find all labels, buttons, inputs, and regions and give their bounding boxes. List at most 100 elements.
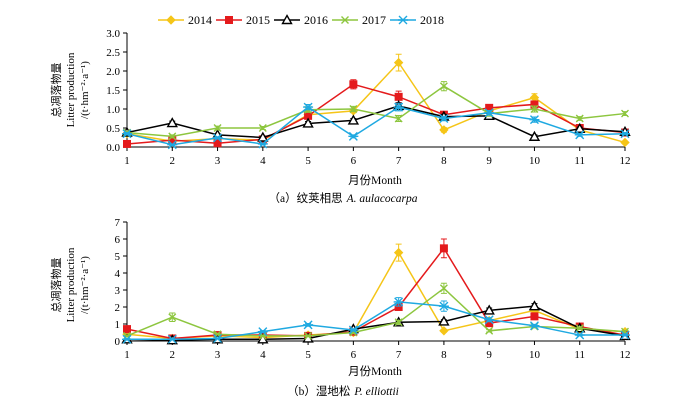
panel-b-point-2018 [122,334,132,344]
panel-b-caption-species: P. elliottii [353,386,399,398]
panel-b-point-2018 [438,301,449,311]
panel-b-point-2015 [123,325,131,334]
panel-a-point-2014 [620,137,630,148]
panel-a-xlabel: 月份Month [348,174,402,187]
panel-b-pine-chart: 总凋落物量 Litter production /(t·hm⁻²·a⁻¹) 月份… [49,217,631,398]
panel-b-point-2017 [394,318,403,327]
legend-label-2017: 2017 [362,13,386,27]
panel-a-point-2018 [438,114,449,123]
panel-b-ylabel-cn: 总凋落物量 [49,258,63,313]
panel-a-point-2018 [303,102,314,112]
panel-a-point-2017 [168,132,177,141]
panel-a-caption: （a）纹荚相思 A. aulacocarpa [268,191,417,205]
panel-b-line-2018 [127,301,625,341]
panel-b-xtick-label: 1 [124,349,130,361]
panel-b-ytick-label: 1 [115,319,121,331]
panel-b-ytick-label: 7 [115,217,121,229]
panel-a-xtick-label: 2 [170,155,176,167]
legend-item-2018: 2018 [390,13,444,27]
panel-a-point-2018 [574,130,585,140]
panel-a-caption-species: A. aulacocarpa [346,193,418,205]
panel-b-point-2017 [485,326,494,335]
panel-b-ytick-label: 3 [115,285,121,297]
panel-a-point-2017 [213,124,222,132]
legend-item-2014: 2014 [158,13,212,27]
panel-b-xtick-label: 7 [396,349,402,361]
panel-a-series-2014 [122,53,630,148]
panel-b-xtick-label: 3 [215,349,221,361]
panel-a-caption-prefix: （a）纹荚相思 [268,191,342,205]
panel-b-xtick-label: 4 [260,349,266,361]
legend-item-2017: 2017 [332,13,386,27]
panel-b-xtick-label: 6 [351,349,357,361]
panel-b-point-2018 [257,327,268,337]
panel-a-ytick-label: 1.5 [106,85,120,97]
panel-b-point-2017 [168,313,177,322]
panel-b-ytick-label: 2 [115,302,121,314]
panel-a-xtick-label: 7 [396,155,402,167]
panel-a-series-2017 [123,81,629,141]
panel-a-series-2018 [122,102,630,150]
panel-b-point-2018 [393,297,404,307]
chart-legend: 2014 2015 2016 2017 2018 [158,13,444,27]
panel-a-point-2015 [123,139,131,148]
legend-marker-2015 [225,16,233,24]
panel-a-point-2017 [575,114,584,123]
panel-b-point-2018 [212,333,223,343]
panel-b-ytick-label: 4 [115,268,121,280]
panel-b-point-2018 [574,330,585,340]
panel-a-acacia-chart: 总凋落物量 Litter production /(t·hm⁻²·a⁻¹) 月份… [49,28,631,205]
panel-b-point-2017 [439,284,448,293]
panel-a-point-2016 [166,117,178,128]
panel-a-point-2018 [348,131,359,141]
panel-b-point-2014 [439,326,449,336]
panel-a-point-2018 [393,102,404,112]
legend-label-2014: 2014 [188,13,212,27]
panel-b-point-2018 [620,330,630,340]
panel-a-xtick-label: 3 [215,155,221,167]
panel-b-xtick-label: 5 [305,349,311,361]
panel-a-point-2014 [439,125,449,135]
panel-b-point-2018 [529,321,540,331]
panel-a-ylabel-cn: 总凋落物量 [49,63,63,118]
panel-b-point-2016 [483,304,495,315]
panel-b-ytick-label: 0 [115,336,121,348]
panel-b-point-2018 [303,320,314,330]
panel-b-point-2015 [439,244,448,253]
panel-a-ytick-label: 0.5 [106,123,120,135]
panel-b-ytick-label: 6 [115,234,121,246]
panel-a-xtick-label: 1 [124,155,130,167]
panel-a-ylabel-unit: /(t·hm⁻²·a⁻¹) [79,61,91,119]
panel-b-point-2018 [484,315,495,325]
panel-b-point-2015 [530,312,539,321]
panel-b-ytick-label: 5 [115,251,121,263]
panel-a-ytick-label: 2.5 [106,47,120,59]
panel-b-point-2017 [123,331,131,340]
panel-a-point-2018 [122,129,132,139]
panel-a-point-2017 [349,105,358,113]
panel-b-point-2017 [575,324,584,333]
panel-a-point-2016 [257,131,269,142]
panel-a-xtick-label: 12 [620,155,631,167]
panel-b-caption-prefix: （b）湿地松 [287,384,350,398]
panel-b-point-2018 [167,334,178,344]
panel-a-xtick-label: 11 [574,155,585,167]
panel-b-caption: （b）湿地松 P. elliottii [287,384,399,398]
legend-label-2018: 2018 [420,13,444,27]
panel-a-xtick-label: 4 [260,155,266,167]
panel-a-line-2017 [126,85,626,138]
panel-a-point-2015 [213,139,222,148]
panel-b-xtick-label: 2 [170,349,176,361]
panel-a-point-2016 [347,114,360,125]
panel-b-xtick-label: 11 [574,349,585,361]
panel-a-xtick-label: 5 [305,155,311,167]
panel-a-xtick-label: 8 [441,155,447,167]
panel-b-xlabel: 月份Month [348,365,402,378]
panel-a-point-2017 [621,109,629,118]
panel-a-point-2017 [258,124,267,132]
legend-label-2015: 2015 [246,13,270,27]
panel-a-point-2018 [167,140,178,150]
panel-b-point-2018 [348,325,359,335]
panel-a-point-2015 [349,80,358,89]
